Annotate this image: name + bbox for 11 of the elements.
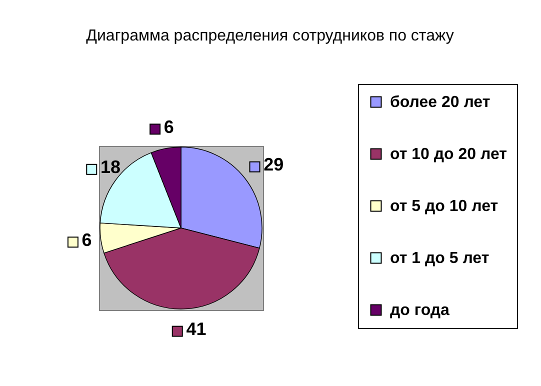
legend-label: до года: [390, 302, 450, 319]
data-label: 6: [164, 116, 174, 137]
data-label: 6: [82, 230, 92, 250]
data-label: 18: [100, 157, 121, 178]
legend-label: от 5 до 10 лет: [390, 198, 498, 215]
data-label: 29: [264, 154, 284, 174]
legend-label: от 10 до 20 лет: [390, 146, 508, 163]
legend-label: от 1 до 5 лет: [390, 250, 490, 267]
legend-label: более 20 лет: [390, 94, 490, 111]
data-label: 41: [186, 318, 206, 339]
chart-title: Диаграмма распределения сотрудников по стажу: [86, 28, 454, 44]
